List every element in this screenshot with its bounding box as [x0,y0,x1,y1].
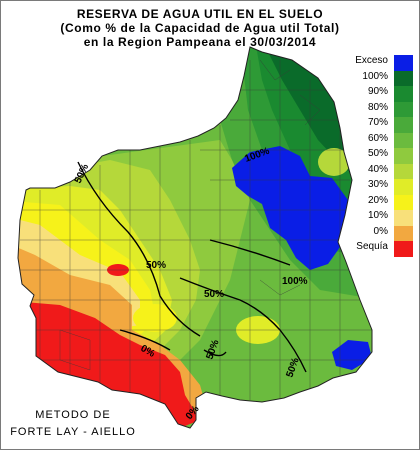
legend-row: 70% [354,117,418,133]
isoline-100 [209,239,291,266]
legend-swatch [394,210,413,226]
isoline-50-local [203,349,227,357]
legend-swatch [394,148,413,164]
legend-swatch [394,225,413,241]
legend-swatch [394,86,413,102]
legend-swatch [394,179,413,195]
department-borders [20,59,372,420]
legend-label: Sequía [356,241,388,252]
dry-patch [133,304,177,332]
legend-row: 60% [354,132,418,148]
legend-label: 40% [367,163,388,175]
contour-label-50-mid: 50% [204,289,224,300]
legend-swatch [394,132,413,148]
excess-north [232,146,348,270]
legend-row: 90% [354,86,418,102]
legend-label: 10% [367,210,388,221]
legend-swatch [394,117,413,133]
legend-label: 70% [367,117,388,128]
legend-label: 60% [367,132,388,144]
legend-swatch [394,194,413,210]
legend-swatch [394,163,413,179]
isoline-50-west [77,161,201,337]
legend-swatch [394,70,413,86]
title-line-2: (Como % de la Capacidad de Agua util Tot… [60,21,340,35]
legend-row: 30% [354,179,418,195]
legend-label: 50% [367,148,388,159]
legend-row: 50% [354,148,418,164]
local-dry-spot [318,148,350,176]
legend-swatch [394,101,413,117]
legend-row: 10% [354,210,418,226]
legend-label: 80% [367,101,388,113]
region-outline [17,46,373,429]
legend-row: 40% [354,163,418,179]
legend-row: Sequía [354,241,418,257]
legend-label: 100% [362,70,388,82]
legend-label: 30% [367,179,388,190]
method-line-2: FORTE LAY - AIELLO [10,426,136,438]
legend-label: 20% [367,194,388,206]
legend-label: Exceso [355,55,388,66]
legend-row: Exceso [354,55,418,71]
legend-row: 100% [354,70,418,86]
map-title: RESERVA DE AGUA UTIL EN EL SUELO (Como %… [0,7,400,49]
isolines [77,161,307,373]
title-line-1: RESERVA DE AGUA UTIL EN EL SUELO [76,7,324,21]
method-line-1: METODO DE [35,409,111,421]
isoline-0 [119,329,171,351]
legend-label: 0% [373,225,388,237]
legend-row: 0% [354,225,418,241]
legend-label: 90% [367,86,388,97]
contour-label-100-east: 100% [282,276,308,287]
legend-row: 80% [354,101,418,117]
contour-label-50-center: 50% [146,260,166,271]
legend-row: 20% [354,194,418,210]
legend-swatch [394,241,413,257]
legend-swatch [394,55,413,71]
title-line-3: en la Region Pampeana el 30/03/2014 [83,35,317,49]
method-credit: METODO DE FORTE LAY - AIELLO [8,407,138,441]
isoline-50-south [179,277,307,373]
legend: Exceso 100% 90% 80% 70% 60% 50% 40% 30% 20% 10% 0% S… [354,55,418,257]
excess-south [332,340,372,370]
